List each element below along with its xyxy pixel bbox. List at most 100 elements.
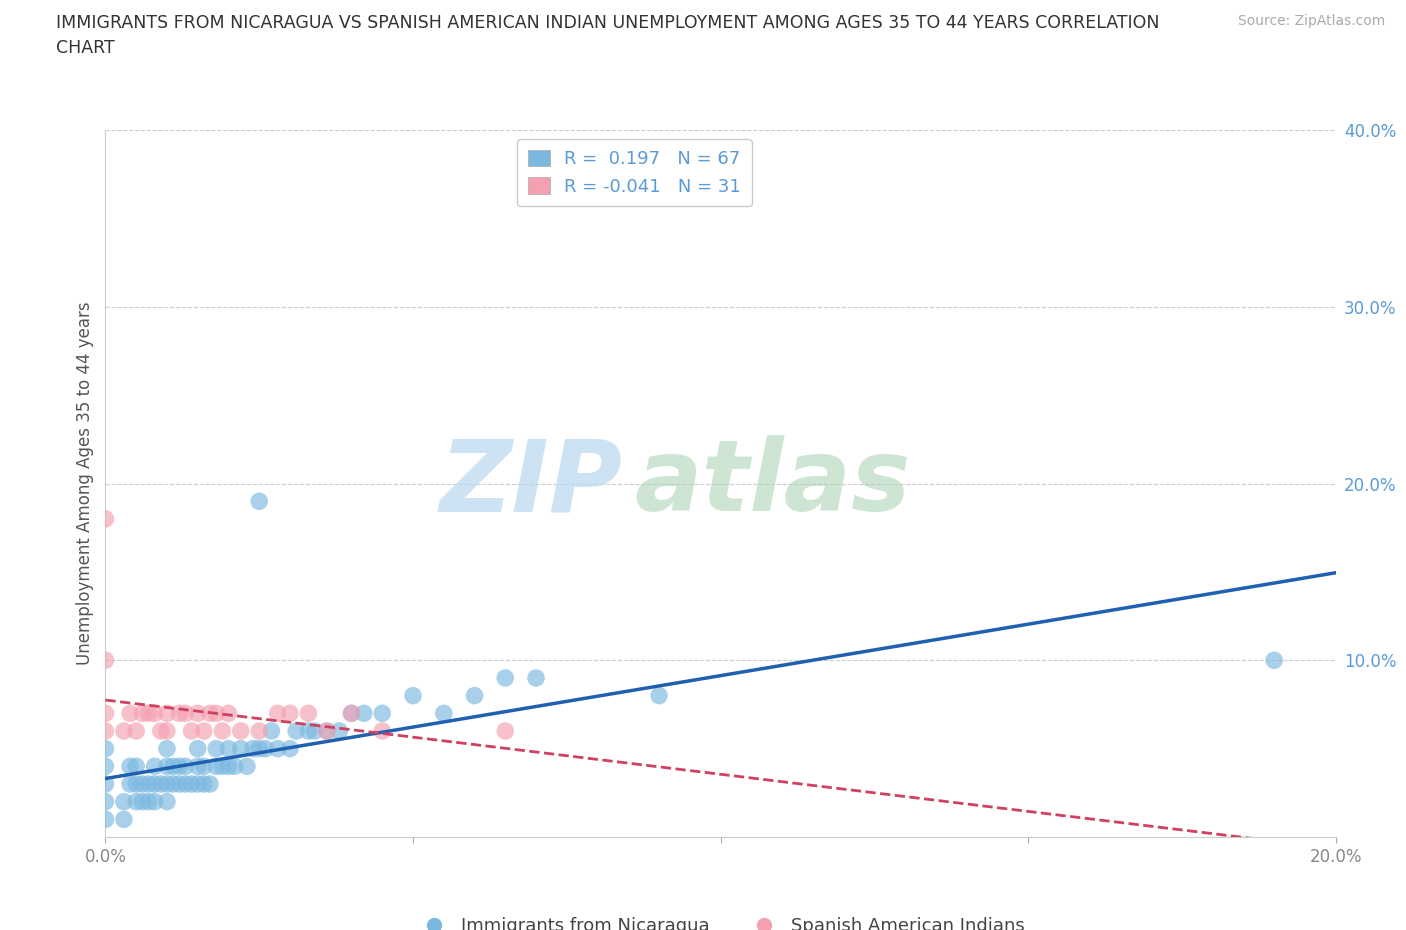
Point xyxy=(131,794,153,809)
Point xyxy=(315,724,337,738)
Point xyxy=(198,706,221,721)
Point xyxy=(162,759,184,774)
Point xyxy=(143,794,166,809)
Point xyxy=(94,512,117,526)
Point xyxy=(138,706,160,721)
Point xyxy=(94,759,117,774)
Text: ZIP: ZIP xyxy=(439,435,621,532)
Y-axis label: Unemployment Among Ages 35 to 44 years: Unemployment Among Ages 35 to 44 years xyxy=(76,302,94,665)
Point xyxy=(211,724,233,738)
Point xyxy=(285,724,308,738)
Point xyxy=(156,777,179,791)
Point xyxy=(254,741,277,756)
Point xyxy=(353,706,375,721)
Point xyxy=(315,724,337,738)
Text: CHART: CHART xyxy=(56,39,115,57)
Point xyxy=(94,706,117,721)
Point xyxy=(169,759,191,774)
Point xyxy=(218,759,240,774)
Point xyxy=(267,741,290,756)
Point xyxy=(205,741,228,756)
Point xyxy=(125,794,148,809)
Point xyxy=(242,741,264,756)
Point xyxy=(297,724,319,738)
Point xyxy=(247,741,270,756)
Point xyxy=(94,777,117,791)
Point xyxy=(149,724,172,738)
Point xyxy=(247,494,270,509)
Point xyxy=(648,688,671,703)
Point xyxy=(494,671,516,685)
Point xyxy=(260,724,283,738)
Point xyxy=(120,759,141,774)
Point xyxy=(131,706,153,721)
Point xyxy=(193,759,215,774)
Point xyxy=(304,724,326,738)
Point xyxy=(131,777,153,791)
Point xyxy=(169,777,191,791)
Point xyxy=(433,706,456,721)
Point xyxy=(156,794,179,809)
Point xyxy=(278,741,301,756)
Point xyxy=(524,671,547,685)
Point xyxy=(156,741,179,756)
Point xyxy=(138,794,160,809)
Point xyxy=(494,724,516,738)
Point xyxy=(156,759,179,774)
Text: IMMIGRANTS FROM NICARAGUA VS SPANISH AMERICAN INDIAN UNEMPLOYMENT AMONG AGES 35 : IMMIGRANTS FROM NICARAGUA VS SPANISH AME… xyxy=(56,14,1160,32)
Point xyxy=(229,724,252,738)
Point xyxy=(340,706,363,721)
Point xyxy=(174,759,197,774)
Point xyxy=(162,777,184,791)
Point xyxy=(125,724,148,738)
Point xyxy=(180,724,202,738)
Point xyxy=(94,741,117,756)
Point xyxy=(156,706,179,721)
Point xyxy=(340,706,363,721)
Point xyxy=(174,706,197,721)
Point xyxy=(267,706,290,721)
Point xyxy=(278,706,301,721)
Point xyxy=(297,706,319,721)
Legend: Immigrants from Nicaragua, Spanish American Indians: Immigrants from Nicaragua, Spanish Ameri… xyxy=(409,910,1032,930)
Point xyxy=(218,706,240,721)
Point xyxy=(169,706,191,721)
Point xyxy=(143,759,166,774)
Point xyxy=(187,741,209,756)
Point xyxy=(229,741,252,756)
Point xyxy=(138,777,160,791)
Point xyxy=(371,724,394,738)
Point xyxy=(112,812,135,827)
Point xyxy=(247,724,270,738)
Text: atlas: atlas xyxy=(634,435,911,532)
Point xyxy=(112,724,135,738)
Point xyxy=(149,777,172,791)
Point xyxy=(224,759,246,774)
Text: Source: ZipAtlas.com: Source: ZipAtlas.com xyxy=(1237,14,1385,28)
Point xyxy=(180,777,202,791)
Point xyxy=(143,706,166,721)
Point xyxy=(120,706,141,721)
Point xyxy=(120,777,141,791)
Point xyxy=(218,741,240,756)
Point xyxy=(187,706,209,721)
Point xyxy=(156,724,179,738)
Point xyxy=(211,759,233,774)
Point xyxy=(174,777,197,791)
Point xyxy=(464,688,486,703)
Point xyxy=(112,794,135,809)
Point xyxy=(94,812,117,827)
Point xyxy=(94,653,117,668)
Point xyxy=(205,706,228,721)
Point xyxy=(328,724,350,738)
Point xyxy=(94,794,117,809)
Point xyxy=(143,777,166,791)
Point xyxy=(198,777,221,791)
Point xyxy=(193,777,215,791)
Point xyxy=(205,759,228,774)
Point xyxy=(94,724,117,738)
Point xyxy=(193,724,215,738)
Point xyxy=(125,777,148,791)
Point xyxy=(187,759,209,774)
Point xyxy=(1263,653,1285,668)
